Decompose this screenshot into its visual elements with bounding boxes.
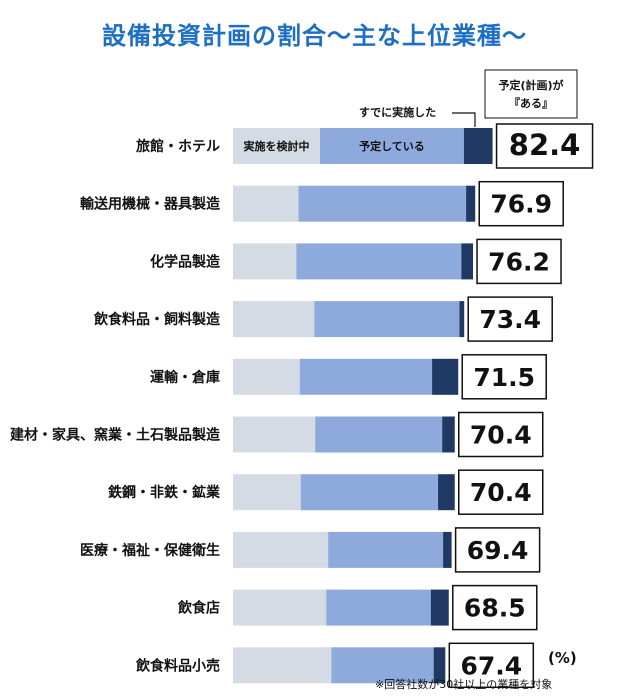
bar-segment — [443, 531, 452, 568]
total-value-box — [476, 238, 562, 285]
bar-segment — [326, 589, 431, 626]
bars-group: 旅館・ホテル 実施を検討中 予定している 82.4 輸送用機械・器具製造 76.9 化学品製… — [10, 123, 594, 689]
bar-segment — [319, 128, 464, 164]
category-label: 飲食料品・飼料製造 — [93, 311, 220, 328]
bar-segment — [233, 416, 316, 453]
bar-segment — [466, 185, 476, 222]
total-value-box — [458, 469, 544, 515]
bar-segment — [461, 243, 474, 280]
bar-segment — [233, 358, 300, 395]
footnote: ※回答社数が30社以上の業種を対象 — [375, 677, 552, 691]
bar-segment — [233, 301, 315, 338]
segment-label: 実施を検討中 — [243, 139, 309, 153]
total-value-box — [454, 527, 541, 573]
total-value-box — [458, 411, 544, 458]
total-value-box — [461, 354, 547, 400]
bar-segment — [442, 416, 455, 453]
unit-label: (%) — [548, 649, 577, 667]
total-value-label: 76.9 — [490, 190, 552, 219]
total-value-label: 69.4 — [467, 536, 529, 565]
category-label: 鉄鋼・非鉄・鉱業 — [108, 484, 221, 501]
bar-segment — [314, 301, 460, 338]
total-value-label: 70.4 — [470, 478, 532, 507]
bar-segment — [296, 243, 462, 280]
total-value-label: 73.4 — [479, 305, 541, 334]
bar-segment — [299, 358, 433, 395]
bar-segment — [233, 474, 301, 511]
legend-callouts: すでに実施した 予定(計画)が 『ある』 — [359, 69, 578, 127]
bar-segment — [459, 301, 465, 338]
category-label: 飲食店 — [177, 600, 220, 617]
total-value-label: 76.2 — [488, 247, 550, 276]
category-label: 建材・家具、窯業・土石製品製造 — [10, 427, 220, 444]
bar-segment — [233, 647, 332, 684]
total-value-box — [448, 642, 535, 689]
total-value-label: 68.5 — [464, 594, 526, 623]
total-legend-box — [484, 69, 578, 119]
total-value-label: 82.4 — [509, 128, 581, 162]
category-label: 飲食料品小売 — [135, 657, 220, 674]
total-value-label: 71.5 — [473, 363, 535, 392]
total-legend-line1: 予定(計画)が — [498, 78, 563, 92]
chart-title: 設備投資計画の割合〜主な上位業種〜 — [102, 22, 527, 50]
total-value-box — [478, 180, 564, 227]
total-value-box — [495, 123, 594, 169]
bar-segment — [233, 589, 327, 626]
bar-segment — [433, 647, 446, 684]
total-value-box — [467, 296, 553, 342]
bar-segment — [300, 474, 439, 511]
legend-label-done: すでに実施した — [359, 105, 436, 119]
bar-segment — [315, 416, 443, 453]
legend-leader-line — [452, 112, 476, 127]
category-label: 化学品製造 — [150, 253, 220, 270]
total-value-box — [452, 584, 538, 631]
bar-segment — [233, 243, 297, 280]
bar-segment — [233, 128, 320, 164]
bar-segment — [430, 589, 449, 626]
bar-segment — [432, 358, 459, 395]
bar-segment — [298, 185, 467, 222]
bar-segment — [463, 128, 493, 164]
bar-segment — [438, 474, 455, 511]
bar-segment — [328, 531, 444, 568]
segment-label: 予定している — [359, 139, 425, 153]
total-value-label: 70.4 — [470, 421, 532, 450]
category-label: 医療・福祉・保健衛生 — [80, 542, 220, 559]
total-legend-line2: 『ある』 — [509, 96, 553, 110]
category-label: 輸送用機械・器具製造 — [80, 196, 220, 213]
bar-segment — [331, 647, 434, 684]
bar-segment — [233, 531, 329, 568]
bar-segment — [233, 185, 299, 222]
category-label: 運輸・倉庫 — [150, 369, 220, 386]
category-label: 旅館・ホテル — [136, 138, 220, 155]
total-value-label: 67.4 — [460, 651, 522, 680]
